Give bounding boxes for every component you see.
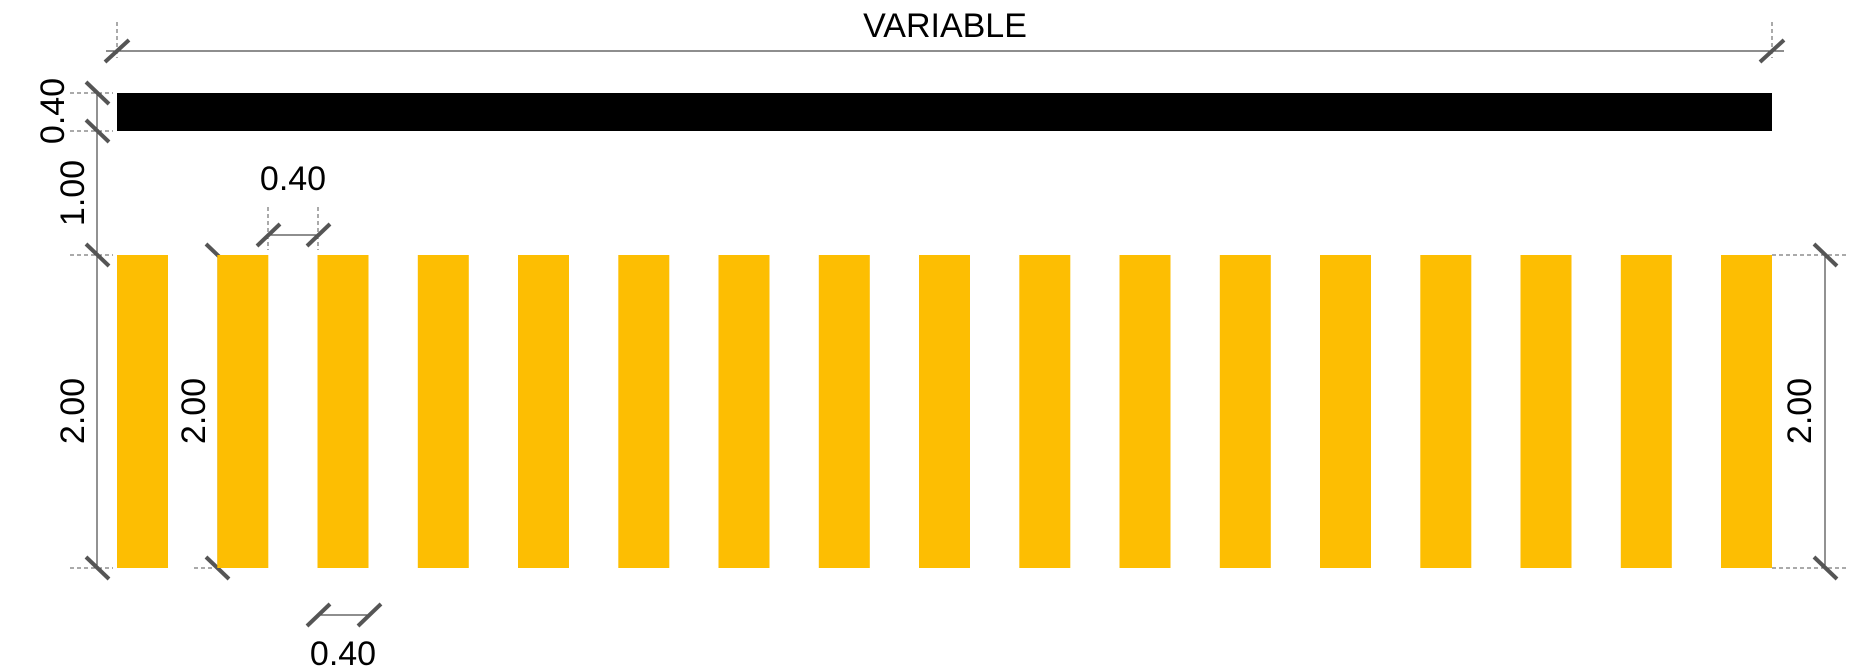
dimension-label-stripe-length-inner: 2.00 xyxy=(175,378,213,444)
crosswalk-stripe xyxy=(417,255,469,568)
stop-line-bar xyxy=(117,93,1772,131)
crosswalk-stripes xyxy=(117,255,1772,568)
crosswalk-stripe xyxy=(117,255,168,568)
crosswalk-stripe xyxy=(1219,255,1271,568)
dimension-label-stripe-width: 0.40 xyxy=(260,160,326,198)
dimension-label-stripe-gap: 0.40 xyxy=(310,635,376,672)
crosswalk-stripe xyxy=(1420,255,1472,568)
dimension-label-stripe-length-right: 2.00 xyxy=(1781,378,1819,444)
dimension-right-stripe-length: 2.00 xyxy=(1772,242,1848,581)
dimension-label-stripe-length-left: 2.00 xyxy=(54,378,92,444)
crosswalk-stripe xyxy=(1119,255,1171,568)
crosswalk-stripe xyxy=(1320,255,1371,568)
crosswalk-stripe xyxy=(618,255,670,568)
crosswalk-stripe xyxy=(518,255,569,568)
dimension-label-stop-line-width: 0.40 xyxy=(34,78,72,144)
crosswalk-stripe xyxy=(1019,255,1071,568)
dimension-label-variable: VARIABLE xyxy=(863,7,1027,45)
crosswalk-stripe xyxy=(1620,255,1672,568)
dimension-bottom-stripe-gap: 0.40 xyxy=(305,602,383,672)
dimension-left-chain: 0.40 1.00 2.00 xyxy=(34,78,113,581)
crosswalk-stripe xyxy=(919,255,970,568)
crosswalk-stripe xyxy=(818,255,870,568)
dimension-top-stripe-width: 0.40 xyxy=(255,160,332,250)
crosswalk-stripe xyxy=(1520,255,1572,568)
dimension-label-gap-to-stripes: 1.00 xyxy=(54,160,92,226)
crosswalk-stripe xyxy=(718,255,770,568)
crosswalk-stripe xyxy=(1721,255,1772,568)
dimension-variable: VARIABLE xyxy=(103,7,1786,64)
crosswalk-stripe xyxy=(317,255,369,568)
crosswalk-stripe xyxy=(217,255,269,568)
